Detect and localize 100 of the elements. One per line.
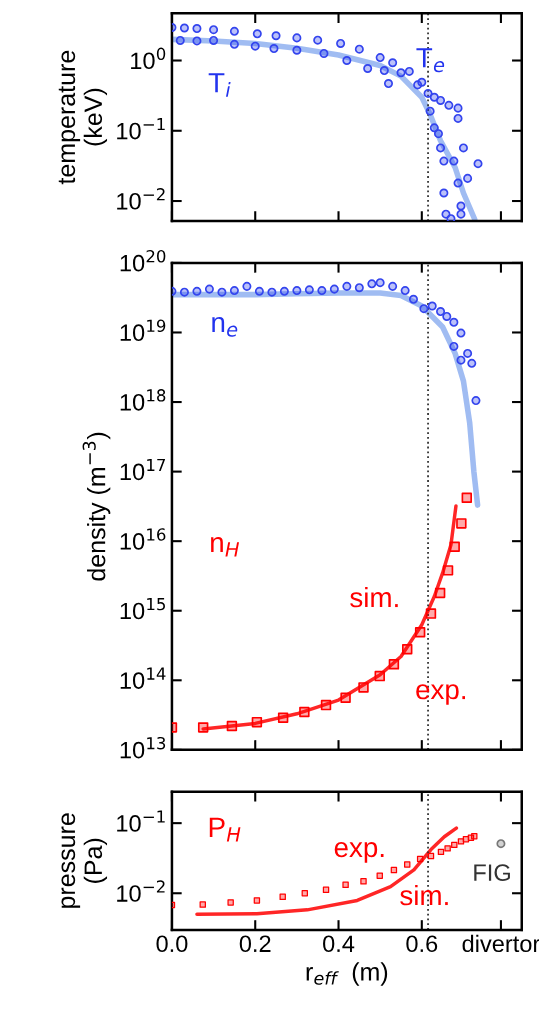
point xyxy=(416,855,424,863)
point xyxy=(301,890,309,897)
y-tick-label: 10$^{16}$ xyxy=(120,528,166,550)
point xyxy=(456,518,467,529)
point xyxy=(414,627,426,638)
x-tick-label: 0.4 xyxy=(323,935,355,953)
point xyxy=(279,286,289,296)
point xyxy=(342,56,352,66)
point xyxy=(463,173,473,183)
point xyxy=(449,156,459,166)
point xyxy=(192,24,202,34)
point xyxy=(473,159,483,169)
point xyxy=(390,866,398,874)
point xyxy=(374,670,385,682)
point xyxy=(436,143,446,153)
point xyxy=(336,38,346,48)
point xyxy=(442,311,452,321)
point xyxy=(292,45,302,55)
y-axis-title: pressure (Pa) xyxy=(61,813,108,908)
point xyxy=(388,659,400,670)
point xyxy=(496,839,506,849)
point xyxy=(446,214,456,221)
point xyxy=(342,881,349,889)
point xyxy=(376,872,383,879)
point xyxy=(463,348,473,358)
x-tick-label: 0.0 xyxy=(156,935,188,953)
point xyxy=(402,643,413,655)
y-tick-label: 10$^{−1}$ xyxy=(117,810,165,832)
y-tick-label: 10$^{15}$ xyxy=(120,598,165,620)
point xyxy=(267,287,277,297)
point xyxy=(226,720,238,732)
point xyxy=(458,143,468,153)
point xyxy=(317,286,327,296)
x-tick-label: 0.6 xyxy=(406,935,438,953)
point xyxy=(456,209,466,219)
point xyxy=(429,123,439,133)
point xyxy=(453,178,463,188)
point xyxy=(375,53,385,63)
point xyxy=(292,286,302,296)
annotation: P$_{H}$ xyxy=(209,817,241,842)
point xyxy=(209,35,219,45)
point xyxy=(217,287,227,297)
point xyxy=(375,278,385,288)
point xyxy=(436,95,446,105)
y-tick-label: 10$^{−1}$ xyxy=(117,118,165,140)
point xyxy=(427,301,437,311)
point xyxy=(179,287,189,297)
point xyxy=(229,39,239,49)
point xyxy=(439,188,449,198)
point xyxy=(439,156,449,166)
y-tick-label: 10$^{14}$ xyxy=(120,667,166,689)
annotation: sim. xyxy=(400,884,448,906)
point xyxy=(456,328,466,338)
point xyxy=(320,699,332,711)
annotation: n$_{e}$ xyxy=(212,316,238,337)
point xyxy=(299,706,310,718)
y-tick-label: 10$^{17}$ xyxy=(120,458,166,481)
point xyxy=(192,36,202,46)
point xyxy=(419,304,429,314)
point xyxy=(229,286,239,296)
annotation: FIG xyxy=(474,864,510,881)
point xyxy=(197,722,209,733)
point xyxy=(471,833,478,840)
annotation: T$_{i}$ xyxy=(208,73,231,97)
point xyxy=(319,48,329,58)
point xyxy=(408,294,418,304)
point xyxy=(360,878,367,885)
point xyxy=(457,838,465,845)
point xyxy=(253,897,261,904)
point xyxy=(383,79,393,89)
point xyxy=(471,396,481,406)
point xyxy=(242,281,252,291)
point xyxy=(449,317,459,327)
point xyxy=(254,286,264,296)
point xyxy=(444,100,454,110)
point xyxy=(461,492,473,504)
point xyxy=(304,285,314,295)
point xyxy=(354,283,364,293)
point xyxy=(396,68,406,78)
point xyxy=(250,41,260,51)
point xyxy=(456,355,466,365)
y-tick-label: 10$^{−2}$ xyxy=(117,880,165,902)
point xyxy=(313,35,323,45)
point xyxy=(204,284,214,294)
annotation: exp. xyxy=(416,684,466,705)
y-tick-label: 10$^{20}$ xyxy=(120,249,166,272)
point xyxy=(388,58,398,68)
y-tick-label: 10$^{18}$ xyxy=(120,389,166,411)
point xyxy=(340,692,351,704)
point xyxy=(229,26,239,36)
point xyxy=(277,712,289,723)
point xyxy=(271,31,281,41)
point xyxy=(199,901,206,908)
y-tick-label: 10$^{−2}$ xyxy=(117,188,165,210)
point xyxy=(434,587,446,599)
point xyxy=(404,66,414,76)
y-tick-label: 10$^{0}$ xyxy=(131,47,166,70)
point xyxy=(388,281,398,291)
point xyxy=(413,80,423,90)
point xyxy=(442,565,454,576)
